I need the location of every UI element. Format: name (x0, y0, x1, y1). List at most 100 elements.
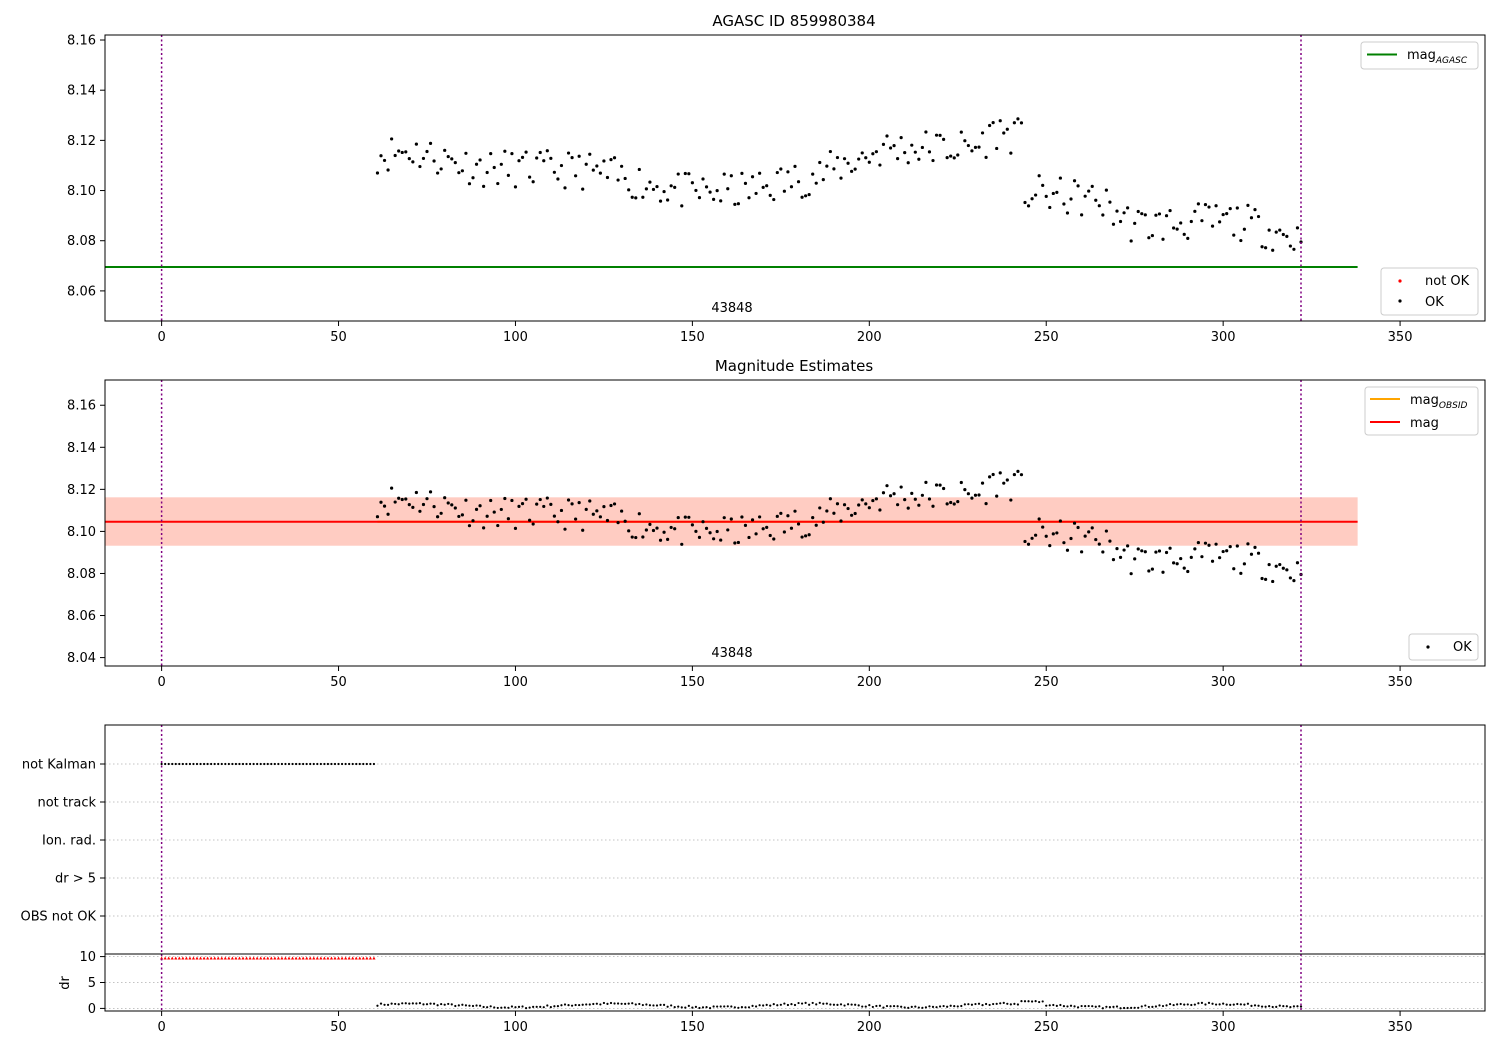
not-kalman-flag-point (351, 762, 354, 766)
dr-data-point (1271, 1005, 1274, 1009)
estimates-data-point (1097, 542, 1101, 546)
estimates-data-point (666, 537, 670, 541)
estimates-data-point (510, 498, 514, 503)
dr-clipped-point (198, 956, 203, 960)
estimates-data-point (860, 498, 864, 502)
not-kalman-flag-point (270, 762, 273, 766)
dr-data-point (1151, 1005, 1154, 1008)
estimates-y-tick-label: 8.08 (67, 567, 96, 582)
agasc-data-point (436, 171, 440, 175)
agasc-data-point (651, 187, 656, 192)
estimates-data-point (995, 494, 999, 498)
dr-data-point (1250, 1004, 1253, 1007)
agasc-data-point (1271, 248, 1275, 252)
agasc-data-point (874, 150, 878, 154)
estimates-y-tick-label: 8.14 (67, 441, 96, 456)
estimates-data-point (786, 514, 790, 518)
dr-data-point (486, 1006, 489, 1009)
agasc-data-point (1072, 179, 1077, 183)
dr-data-point (574, 1003, 577, 1007)
agasc-legend-mag-label: mag (1407, 48, 1436, 63)
estimates-data-point (998, 471, 1002, 475)
estimates-data-point (1055, 531, 1059, 535)
dr-data-point (988, 1003, 991, 1007)
estimates-data-point (984, 502, 988, 506)
agasc-data-point (963, 139, 967, 143)
estimates-data-point (1019, 473, 1024, 477)
estimates-data-point (1253, 545, 1257, 549)
estimates-data-point (496, 523, 500, 528)
dr-data-point (875, 1004, 878, 1008)
estimates-data-point (835, 502, 840, 506)
agasc-data-point (581, 187, 585, 191)
estimates-data-point (818, 506, 822, 510)
dr-data-point (471, 1004, 475, 1008)
agasc-data-point (1087, 189, 1091, 193)
agasc-data-point (779, 167, 783, 171)
dr-data-point (839, 1003, 843, 1006)
dr-data-point (394, 1002, 397, 1006)
estimates-data-point (436, 515, 440, 519)
estimates-y-tick-label: 8.12 (67, 483, 96, 498)
dr-data-point (641, 1003, 644, 1007)
dr-data-point (878, 1004, 882, 1007)
dr-clipped-point (234, 956, 238, 960)
agasc-data-point (984, 155, 988, 160)
estimates-data-point (839, 519, 843, 523)
estimates-data-point (1104, 529, 1108, 533)
agasc-data-point (765, 184, 769, 188)
agasc-data-point (474, 162, 479, 166)
estimates-data-point (1288, 576, 1292, 580)
estimates-data-point (966, 492, 970, 496)
estimates-data-point (708, 531, 712, 535)
dr-data-point (1204, 1003, 1207, 1006)
estimates-data-point (903, 498, 907, 502)
dr-data-point (1186, 1003, 1189, 1006)
not-kalman-flag-point (277, 762, 280, 766)
agasc-data-point (658, 199, 663, 203)
agasc-y-tick-label: 8.16 (67, 34, 96, 49)
agasc-data-point (1175, 227, 1179, 231)
dr-data-point (691, 1006, 694, 1009)
dr-data-point (475, 1004, 478, 1007)
dr-data-point (818, 1001, 821, 1004)
dr-data-point (432, 1002, 436, 1005)
dr-data-point (701, 1006, 705, 1009)
estimates-data-point (563, 527, 567, 531)
estimates-data-point (768, 533, 772, 538)
dr-clipped-point (195, 956, 199, 960)
agasc-data-point (418, 164, 422, 169)
dr-data-point (528, 1006, 531, 1009)
agasc-data-point (393, 153, 397, 158)
dr-data-point (1296, 1005, 1299, 1008)
estimates-y-tick-label: 8.16 (67, 399, 96, 414)
not-kalman-flag-point (280, 762, 284, 766)
estimates-data-point (977, 493, 981, 497)
not-kalman-flag-point (238, 762, 241, 766)
estimates-data-point (867, 506, 871, 510)
dr-panel: 0 50 100 150 200 250 300 350 0 5 10 dr (58, 950, 1486, 1035)
estimates-data-point (1009, 498, 1013, 502)
agasc-data-point (697, 196, 702, 200)
agasc-data-point (1016, 117, 1020, 121)
dr-data-point (769, 1004, 772, 1007)
agasc-data-point (1264, 246, 1268, 250)
dr-data-point (602, 1001, 606, 1005)
estimates-data-point (949, 500, 953, 505)
dr-data-point (1108, 1006, 1112, 1009)
agasc-data-point (407, 157, 411, 161)
agasc-magnitude-panel: AGASC ID 859980384 43848 0 50 100 150 200 250… (67, 12, 1486, 345)
estimates-y-tick-label: 8.06 (67, 609, 96, 624)
flags-points (160, 762, 376, 766)
dr-clipped-point (358, 956, 362, 960)
dr-clipped-point (230, 956, 234, 960)
flags-obs-boundaries (160, 725, 1302, 954)
dr-x-tick-label: 250 (1034, 1020, 1059, 1035)
agasc-data-point (1221, 212, 1225, 217)
agasc-data-point (740, 171, 744, 175)
not-kalman-flag-point (188, 762, 192, 766)
not-kalman-flag-point (319, 762, 322, 766)
agasc-data-point (747, 196, 751, 200)
dr-data-point (716, 1005, 719, 1008)
agasc-data-point (616, 178, 620, 182)
